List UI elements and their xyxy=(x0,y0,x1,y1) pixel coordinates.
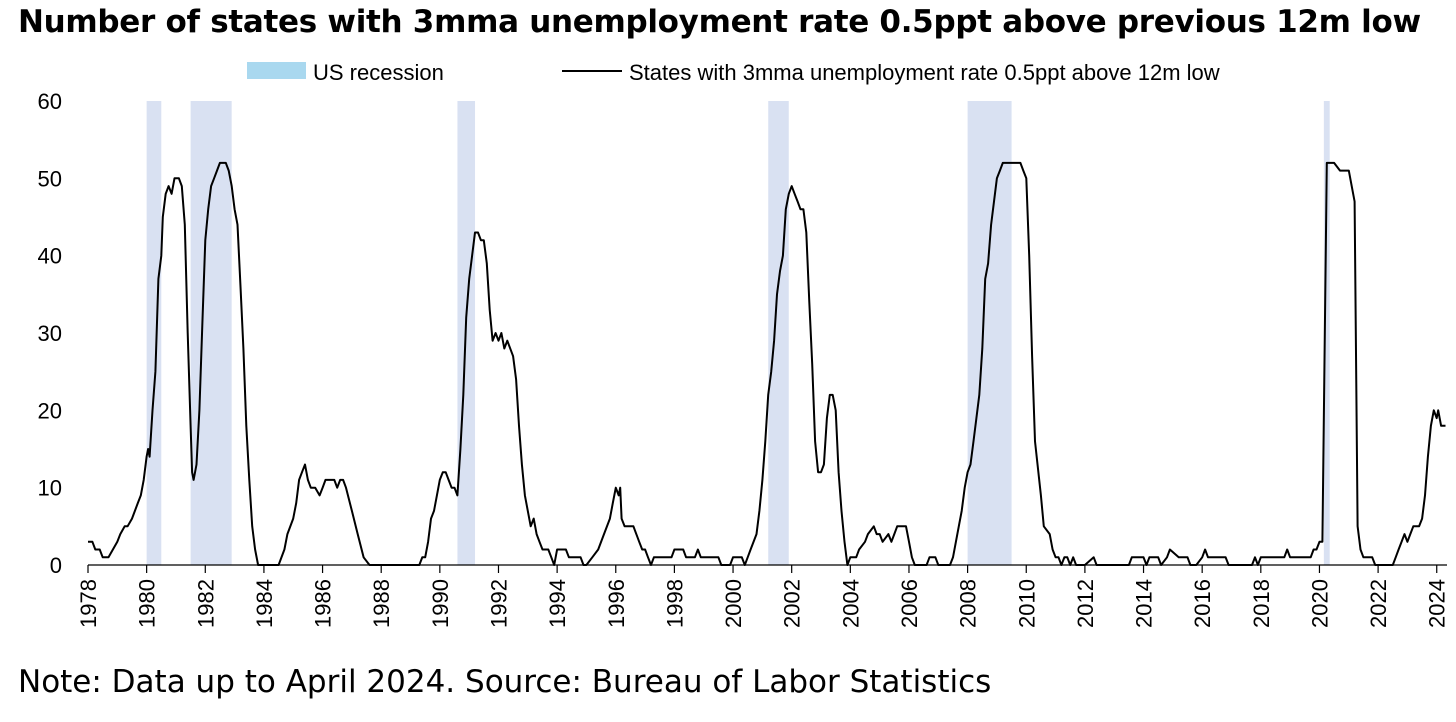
chart-title: Number of states with 3mma unemployment … xyxy=(18,4,1421,40)
series-line-layer xyxy=(88,161,1446,566)
recession-band-4 xyxy=(967,101,1012,565)
x-axis-ticks: 1978 1980 1982 1984 1986 1988 1990 1992 1994 1996… xyxy=(76,565,1450,628)
x-tick-label: 2020 xyxy=(1307,579,1332,628)
y-tick-label: 20 xyxy=(38,398,62,423)
x-tick-label: 2002 xyxy=(780,579,805,628)
legend-label-us-recession: US recession xyxy=(313,60,444,85)
series-line xyxy=(88,161,1446,566)
x-tick-label: 1990 xyxy=(428,579,453,628)
recession-band-3 xyxy=(768,101,789,565)
recession-bands xyxy=(146,101,1330,565)
x-tick-label: 2016 xyxy=(1190,579,1215,628)
chart-legend: US recession States with 3mma unemployme… xyxy=(247,60,1220,85)
y-tick-label: 0 xyxy=(50,553,62,578)
x-tick-label: 2004 xyxy=(838,579,863,628)
x-tick-label: 1982 xyxy=(193,579,218,628)
legend-swatch-us-recession xyxy=(247,62,306,79)
x-tick-label: 1996 xyxy=(604,579,629,628)
x-tick-label: 1984 xyxy=(252,579,277,628)
x-tick-label: 2010 xyxy=(1014,579,1039,628)
x-tick-label: 1998 xyxy=(662,579,687,628)
y-tick-label: 50 xyxy=(38,166,62,191)
x-tick-label: 1994 xyxy=(545,579,570,628)
recession-band-1 xyxy=(190,101,232,565)
y-tick-label: 60 xyxy=(38,89,62,114)
y-axis-ticks: 0 10 20 30 40 50 60 xyxy=(38,89,62,578)
chart-footnote: Note: Data up to April 2024. Source: Bur… xyxy=(18,664,992,700)
x-tick-label: 2012 xyxy=(1073,579,1098,628)
y-tick-label: 40 xyxy=(38,244,62,269)
x-tick-label: 1980 xyxy=(135,579,160,628)
y-tick-label: 10 xyxy=(38,476,62,501)
x-tick-label: 2018 xyxy=(1249,579,1274,628)
x-tick-label: 2014 xyxy=(1132,579,1157,628)
x-tick-label: 1992 xyxy=(486,579,511,628)
y-tick-label: 30 xyxy=(38,321,62,346)
x-tick-label: 2022 xyxy=(1366,579,1391,628)
x-tick-label: 2008 xyxy=(956,579,981,628)
x-tick-label: 2000 xyxy=(721,579,746,628)
recession-band-0 xyxy=(146,101,162,565)
recession-band-5 xyxy=(1323,101,1330,565)
x-tick-label: 2024 xyxy=(1425,579,1450,628)
x-tick-label: 1988 xyxy=(369,579,394,628)
legend-label-states-line: States with 3mma unemployment rate 0.5pp… xyxy=(629,60,1220,85)
x-tick-label: 1978 xyxy=(76,579,101,628)
x-tick-label: 2006 xyxy=(897,579,922,628)
x-tick-label: 1986 xyxy=(311,579,336,628)
